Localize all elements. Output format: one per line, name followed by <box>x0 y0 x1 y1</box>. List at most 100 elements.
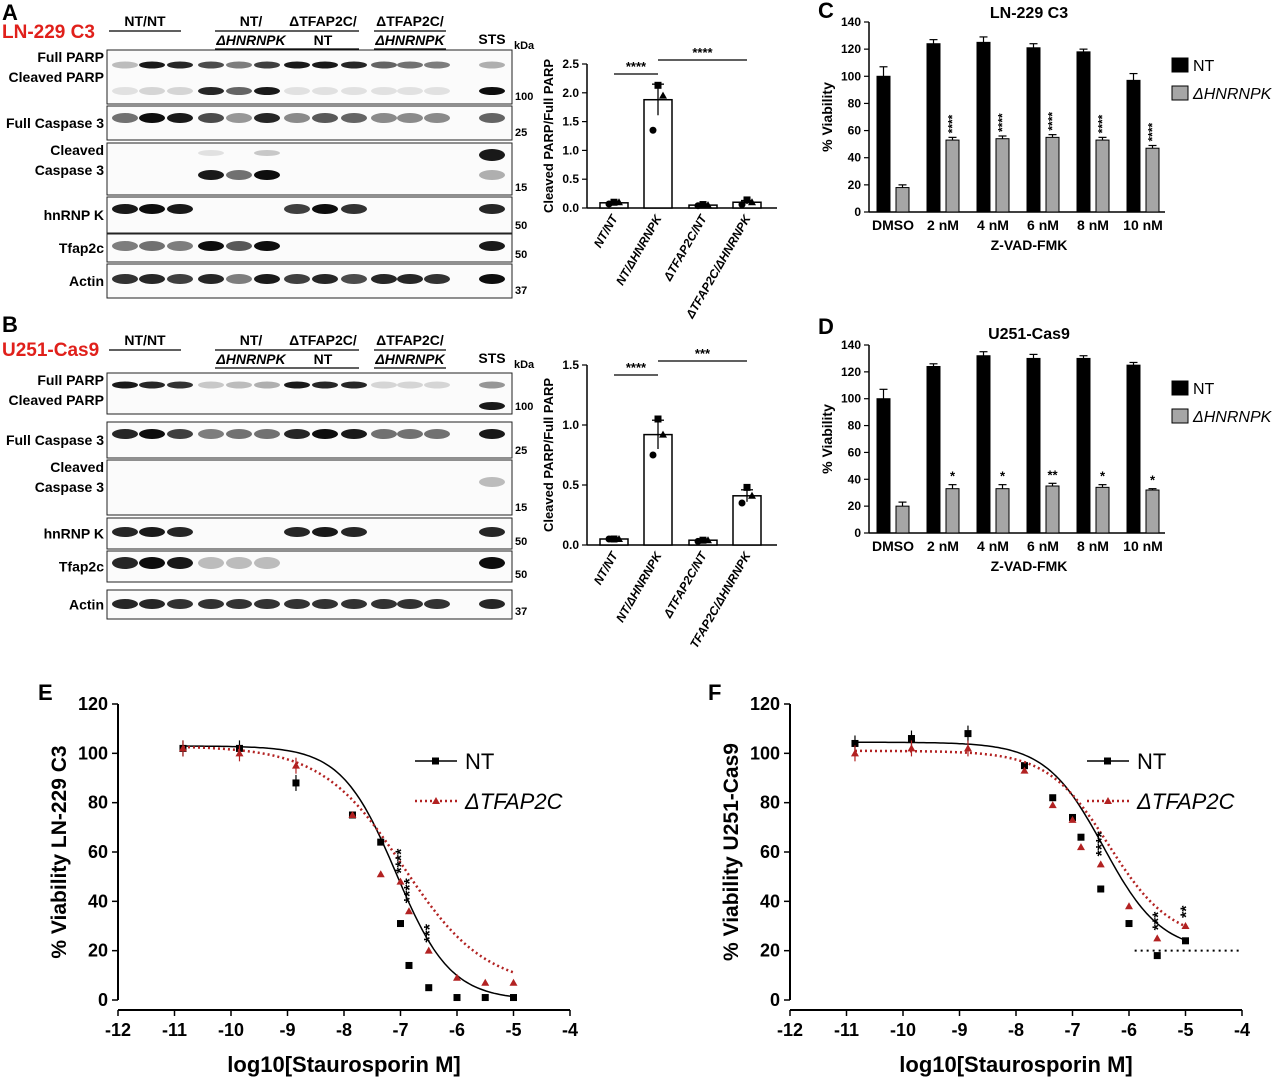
blot-row-label: Full Caspase 3 <box>6 432 104 448</box>
data-point <box>1097 885 1105 893</box>
data-point <box>481 978 490 986</box>
y-tick-label: 60 <box>88 842 108 862</box>
panel-letter-b: B <box>2 312 18 337</box>
blot-strip <box>106 372 513 415</box>
y-axis-title: Cleaved PARP/Full PARP <box>541 378 556 532</box>
significance-label: **** <box>1096 114 1110 133</box>
y-tick-label: 2.0 <box>562 86 579 100</box>
blot-band <box>198 381 224 389</box>
legend-label: ΔHNRNPK <box>1192 86 1273 103</box>
bar <box>1026 357 1041 534</box>
blot-band <box>312 274 338 284</box>
legend-label: NT <box>1193 381 1215 398</box>
blot-group-label: NT/NT <box>124 13 166 29</box>
blot-band <box>254 557 280 569</box>
significance-label: **** <box>402 878 419 904</box>
data-point <box>699 201 707 209</box>
category-label: DMSO <box>872 217 914 233</box>
bar <box>643 433 673 546</box>
x-tick-label: -11 <box>834 1020 859 1040</box>
blot-band <box>424 61 450 69</box>
blot-band <box>397 429 423 439</box>
blot-group-label-line2: ΔHNRNPK <box>215 32 286 48</box>
blot-band <box>254 61 280 69</box>
y-tick-label: 0.0 <box>562 201 579 215</box>
y-tick-label: 80 <box>88 793 108 813</box>
legend-label: NT <box>1193 58 1215 75</box>
y-tick-label: 0.0 <box>562 538 579 552</box>
legend-swatch <box>1171 408 1189 424</box>
category-label: 10 nM <box>1123 217 1163 233</box>
data-point <box>396 877 405 885</box>
blot-band <box>167 557 193 569</box>
significance-label: **** <box>1046 112 1060 131</box>
blot-band <box>167 274 193 284</box>
blot-marker: 37 <box>515 606 527 618</box>
bar <box>976 41 991 213</box>
data-point <box>743 483 751 491</box>
blot-sts-label: STS <box>478 350 505 366</box>
y-tick-label: 60 <box>848 124 862 138</box>
blot-band <box>341 113 367 123</box>
category-label: ΔTFAP2C/NT <box>660 548 710 621</box>
blot-band <box>479 599 505 609</box>
blot-band <box>284 527 310 537</box>
blot-marker: 25 <box>515 127 527 139</box>
chart-title: LN-229 C3 <box>990 5 1068 22</box>
category-label: ΔTFAP2C/NT <box>660 211 710 284</box>
blot-band <box>397 381 423 389</box>
blot-band <box>112 241 138 251</box>
y-tick-label: 60 <box>760 842 780 862</box>
y-tick-label: 1.0 <box>562 418 579 432</box>
data-point <box>405 961 413 969</box>
blot-group-label: ΔTFAP2C/ <box>289 332 357 348</box>
blot-band <box>371 87 397 95</box>
significance-label: * <box>950 469 956 484</box>
blot-strip <box>106 459 513 516</box>
data-point <box>481 994 489 1002</box>
data-point <box>1125 920 1133 928</box>
legend-label: ΔTFAP2C <box>1136 789 1235 814</box>
chart-b-quantification: 0.0 0.5 1.0 1.5 Cleaved PARP/Full PARP NT/NTN… <box>541 346 777 651</box>
blot-band <box>312 87 338 95</box>
x-axis-title: Z-VAD-FMK <box>991 558 1068 574</box>
blot-band <box>341 381 367 389</box>
bar <box>895 505 910 534</box>
y-tick-label: 0 <box>854 526 861 540</box>
bar <box>1076 51 1091 213</box>
data-point <box>654 81 662 89</box>
blot-row-label: Cleaved <box>50 459 104 475</box>
cell-line-label-a: LN-229 C3 <box>2 22 95 43</box>
blot-band <box>112 113 138 123</box>
blot-band <box>112 557 138 569</box>
data-point <box>704 536 712 544</box>
data-point <box>1181 922 1190 929</box>
bar <box>995 138 1010 213</box>
blot-band <box>112 527 138 537</box>
blot-band <box>312 381 338 389</box>
blot-row-label: Full PARP <box>37 372 104 388</box>
blot-band <box>254 274 280 284</box>
blot-band <box>198 274 224 284</box>
blot-band <box>371 381 397 389</box>
data-point <box>743 196 751 204</box>
category-label: 2 nM <box>927 217 959 233</box>
blot-band <box>226 557 252 569</box>
bar <box>1126 79 1141 213</box>
data-point <box>1076 843 1085 851</box>
blot-group-label: NT/ <box>240 13 263 29</box>
blot-band <box>254 599 280 609</box>
blot-group-label: ΔTFAP2C/ <box>376 13 444 29</box>
x-tick-label: -9 <box>279 1020 295 1040</box>
blot-band <box>226 170 252 180</box>
significance-label: *** <box>1150 911 1167 930</box>
blot-group-label-line2: ΔHNRNPK <box>215 351 286 367</box>
blot-band <box>139 61 165 69</box>
blot-band <box>312 61 338 69</box>
y-tick-label: 120 <box>78 694 108 714</box>
x-tick-label: -6 <box>449 1020 465 1040</box>
y-tick-label: 120 <box>841 42 861 56</box>
blot-band <box>226 381 252 389</box>
blot-marker: 50 <box>515 536 527 548</box>
blot-band <box>397 113 423 123</box>
